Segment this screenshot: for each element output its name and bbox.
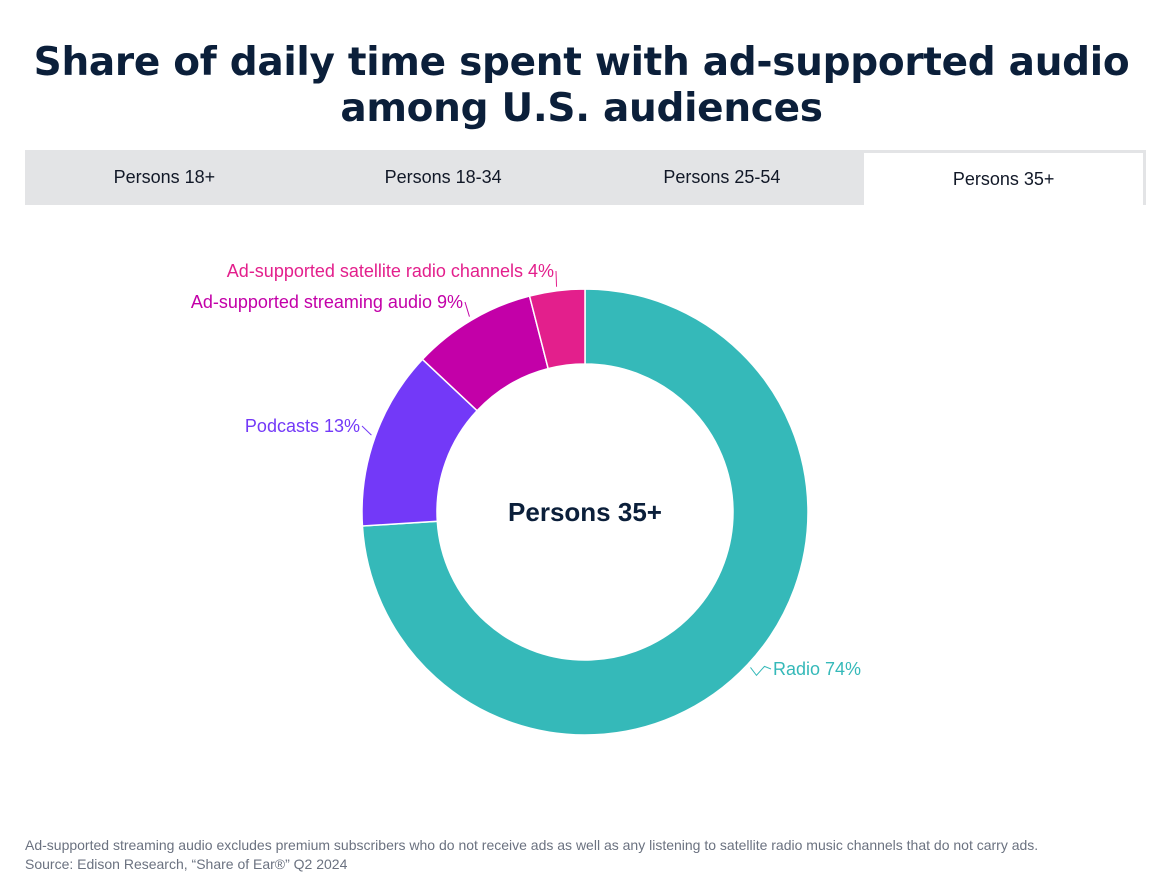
tab-persons-18-plus[interactable]: Persons 18+ (113, 167, 216, 187)
data-label-podcasts: Podcasts 13% (245, 416, 360, 436)
data-label-ad-supported-streaming-audio: Ad-supported streaming audio 9% (191, 292, 463, 312)
footnote: Ad-supported streaming audio excludes pr… (25, 836, 1145, 874)
donut-center-label: Persons 35+ (508, 497, 662, 527)
tab-persons-25-54[interactable]: Persons 25-54 (663, 167, 781, 187)
donut-slice-ad-supported-satellite-radio-channels[interactable] (528, 288, 586, 370)
footnote-source: Source: Edison Research, “Share of Ear®”… (25, 856, 348, 872)
data-label-ad-supported-satellite-radio-channels: Ad-supported satellite radio channels 4% (227, 261, 554, 281)
data-label-radio: Radio 74% (773, 659, 861, 679)
donut-chart: Radio 74% Podcasts 13% Ad-supported stream… (191, 261, 861, 736)
footnote-note: Ad-supported streaming audio excludes pr… (25, 837, 1039, 853)
chart-title: Share of daily time spent with ad-suppor… (33, 40, 1130, 132)
leader-line-radio (750, 665, 772, 677)
donut-slice-radio[interactable] (361, 288, 809, 736)
tab-persons-18-34[interactable]: Persons 18-34 (384, 167, 502, 187)
audience-tabs: Persons 18+ Persons 18-34 Persons 25-54 … (25, 150, 1146, 205)
leader-line-ad-supported-streaming-audio (464, 301, 470, 317)
tab-persons-35-plus[interactable]: Persons 35+ (861, 150, 1146, 205)
leader-line-ad-supported-satellite-radio-channels (555, 270, 558, 287)
leader-line-podcasts (361, 425, 372, 436)
